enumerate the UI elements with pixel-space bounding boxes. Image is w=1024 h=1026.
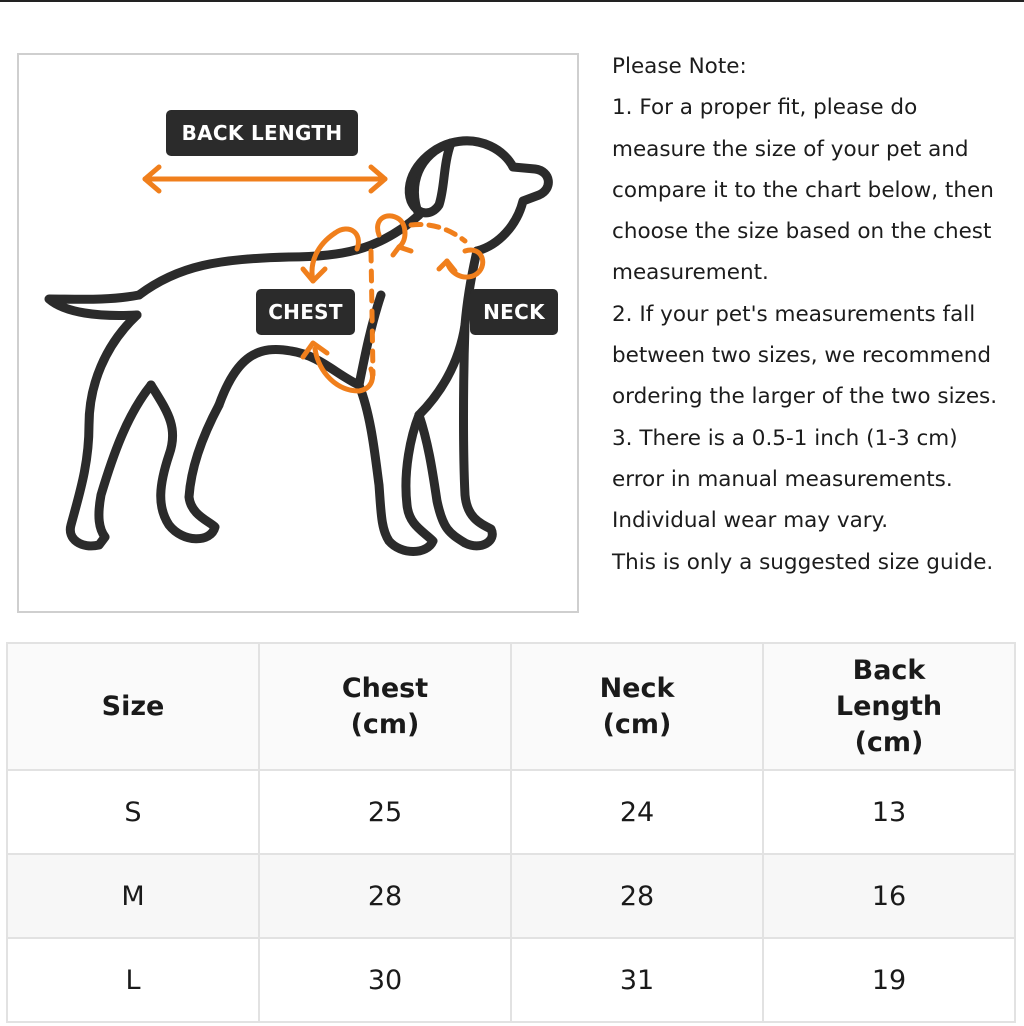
table-row: M 28 28 16: [6, 853, 1016, 939]
header-size: Size: [6, 642, 260, 771]
cell-back-length: 19: [762, 937, 1016, 1023]
cell-back-length: 13: [762, 769, 1016, 855]
cell-back-length: 16: [762, 853, 1016, 939]
notes-heading: Please Note:: [612, 54, 747, 79]
note-line: 1. For a proper fit, please do: [612, 95, 918, 121]
cell-chest: 28: [258, 853, 512, 939]
note-line: measurement.: [612, 260, 769, 286]
cell-size: L: [6, 937, 260, 1023]
note-line: Individual wear may vary.: [612, 508, 889, 534]
dog-outline-icon: [44, 136, 553, 556]
cell-neck: 28: [510, 853, 764, 939]
cell-neck: 24: [510, 769, 764, 855]
header-back-length: Back Length (cm): [762, 642, 1016, 771]
note-line: This is only a suggested size guide.: [612, 549, 994, 575]
note-line: compare it to the chart below, then: [612, 177, 994, 203]
measurement-diagram: BACK LENGTH CHEST NECK: [17, 53, 579, 613]
table-row: L 30 31 19: [6, 937, 1016, 1023]
note-line: 3. There is a 0.5-1 inch (1-3 cm): [612, 425, 958, 451]
table-row: S 25 24 13: [6, 769, 1016, 855]
top-divider: [0, 0, 1024, 2]
size-chart-table: Size Chest (cm) Neck (cm) Back Length (c…: [6, 642, 1016, 1023]
cell-neck: 31: [510, 937, 764, 1023]
note-line: measure the size of your pet and: [612, 136, 969, 162]
table-header-row: Size Chest (cm) Neck (cm) Back Length (c…: [6, 642, 1016, 771]
note-line: choose the size based on the chest: [612, 219, 992, 245]
note-line: error in manual measurements.: [612, 466, 953, 492]
chest-tag: CHEST: [256, 289, 355, 335]
back-length-tag: BACK LENGTH: [166, 110, 358, 156]
note-line: 2. If your pet's measurements fall: [612, 301, 976, 327]
note-line: ordering the larger of the two sizes.: [612, 384, 998, 410]
cell-chest: 25: [258, 769, 512, 855]
sizing-notes: Please Note: 1. For a proper fit, please…: [612, 46, 1024, 583]
neck-tag: NECK: [470, 289, 558, 335]
cell-size: M: [6, 853, 260, 939]
cell-size: S: [6, 769, 260, 855]
note-line: between two sizes, we recommend: [612, 343, 991, 369]
header-neck: Neck (cm): [510, 642, 764, 771]
header-chest: Chest (cm): [258, 642, 512, 771]
cell-chest: 30: [258, 937, 512, 1023]
